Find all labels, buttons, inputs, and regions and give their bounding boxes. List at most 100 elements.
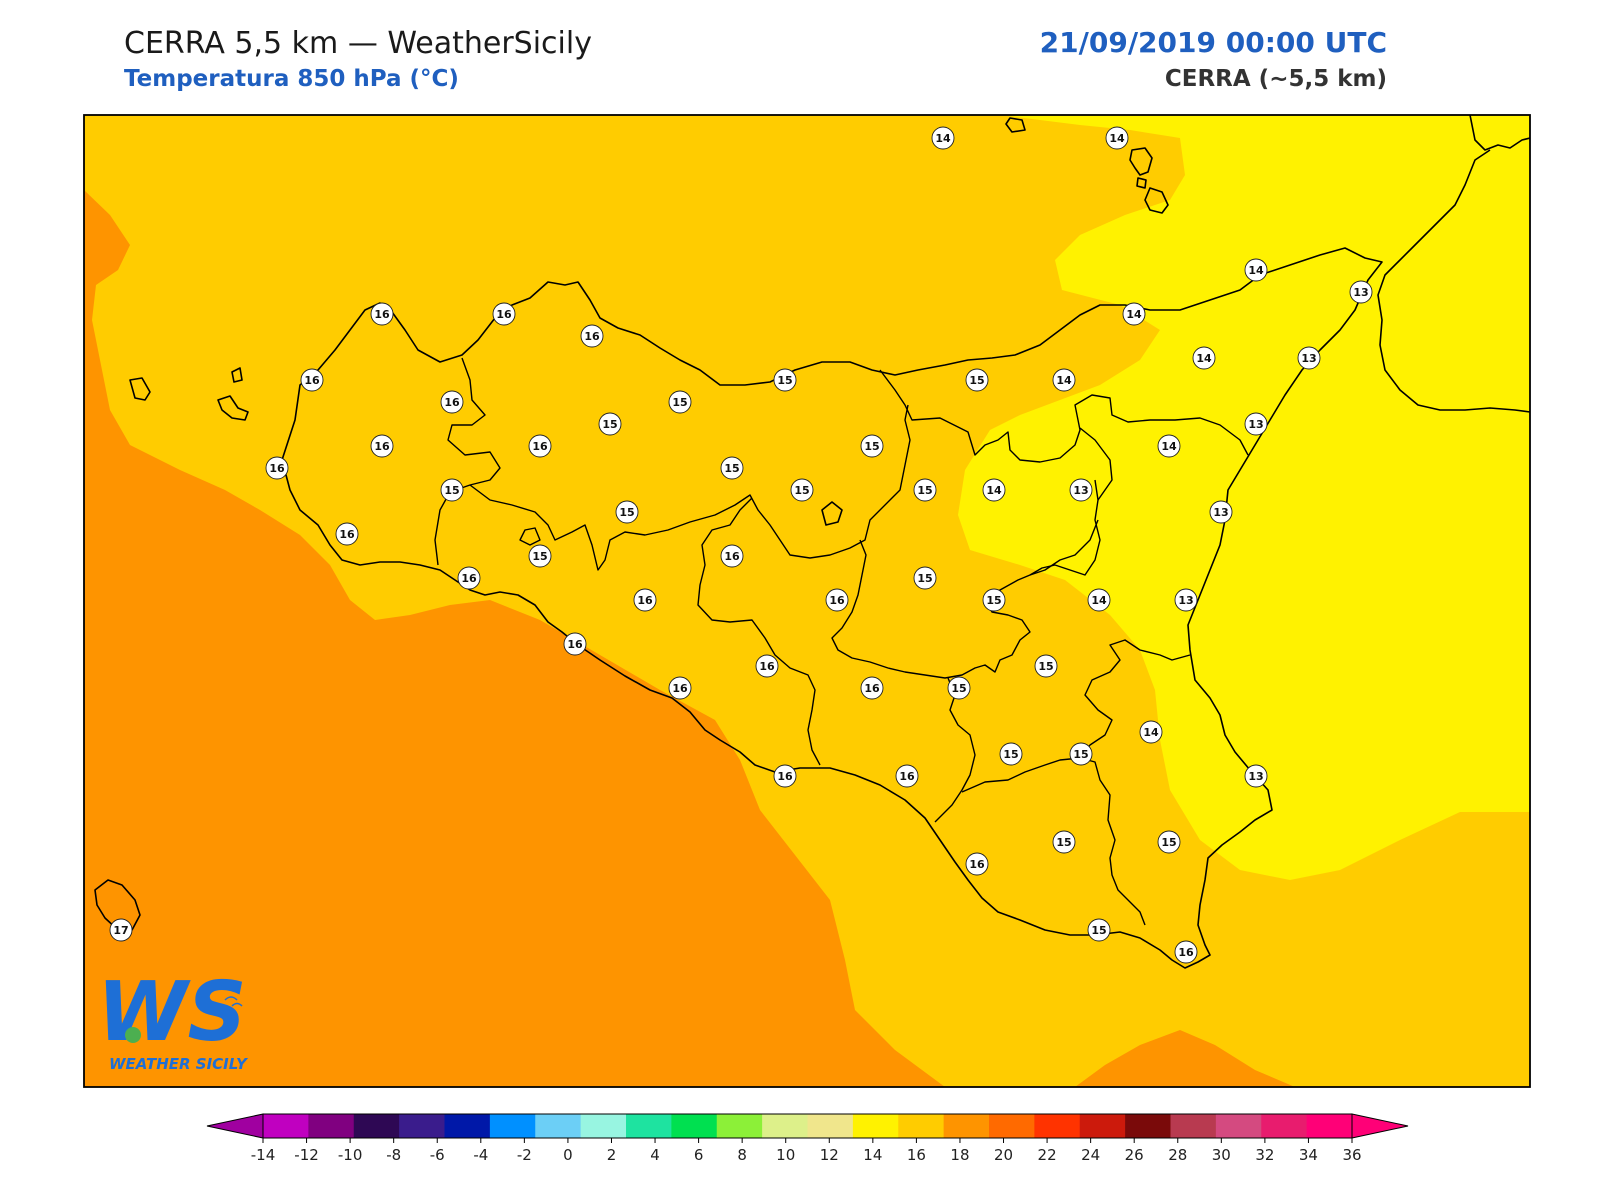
label-value: 14 bbox=[1248, 264, 1264, 277]
temperature-label: 16 bbox=[265, 456, 289, 480]
label-circle bbox=[965, 852, 989, 876]
colorbar-cell bbox=[671, 1114, 718, 1138]
logo-globe-icon bbox=[125, 1027, 141, 1043]
temperature-label: 13 bbox=[1244, 412, 1268, 436]
label-circle bbox=[1087, 918, 1111, 942]
sicily-coast bbox=[281, 247, 1383, 969]
temperature-label: 15 bbox=[860, 434, 884, 458]
colorbar-tick-label: 14 bbox=[863, 1146, 882, 1164]
temperature-label: 14 bbox=[982, 478, 1006, 502]
temperature-label: 15 bbox=[913, 478, 937, 502]
label-circle bbox=[1139, 720, 1163, 744]
label-circle bbox=[300, 368, 324, 392]
label-value: 16 bbox=[584, 330, 600, 343]
label-value: 16 bbox=[1178, 946, 1194, 959]
colorbar-cell bbox=[807, 1114, 854, 1138]
temperature-label: 14 bbox=[1157, 434, 1181, 458]
temperature-label: 15 bbox=[440, 478, 464, 502]
temperature-label: 16 bbox=[720, 544, 744, 568]
logo-letters: WS bbox=[97, 965, 247, 1060]
label-value: 16 bbox=[567, 638, 583, 651]
label-value: 15 bbox=[1161, 836, 1176, 849]
label-value: 15 bbox=[864, 440, 879, 453]
border-enna-catania bbox=[1029, 519, 1099, 576]
colorbar-cell bbox=[852, 1114, 899, 1138]
label-circle bbox=[825, 588, 849, 612]
colorbar-tick-label: 28 bbox=[1168, 1146, 1187, 1164]
temperature-label: 15 bbox=[773, 368, 797, 392]
temperature-label: 16 bbox=[563, 632, 587, 656]
label-value: 14 bbox=[1109, 132, 1125, 145]
label-circle bbox=[1244, 412, 1268, 436]
temperature-label: 16 bbox=[965, 852, 989, 876]
label-circle bbox=[720, 456, 744, 480]
label-value: 13 bbox=[1213, 506, 1228, 519]
label-circle bbox=[1157, 830, 1181, 854]
temperature-label: 16 bbox=[1174, 940, 1198, 964]
label-circle bbox=[1244, 258, 1268, 282]
temperature-label: 15 bbox=[947, 676, 971, 700]
label-value: 15 bbox=[794, 484, 809, 497]
label-circle bbox=[982, 478, 1006, 502]
label-value: 15 bbox=[986, 594, 1001, 607]
label-value: 14 bbox=[1143, 726, 1159, 739]
label-circle bbox=[773, 764, 797, 788]
logo-bird-icon bbox=[224, 996, 243, 1007]
colorbar-cell bbox=[1034, 1114, 1081, 1138]
colorbar-cell bbox=[943, 1114, 990, 1138]
temperature-label: 14 bbox=[1105, 126, 1129, 150]
logo-text: WEATHER SICILY bbox=[109, 1055, 249, 1073]
colorbar-tick-label: 8 bbox=[737, 1146, 747, 1164]
temperature-label: 15 bbox=[1034, 654, 1058, 678]
label-value: 15 bbox=[724, 462, 739, 475]
label-circle bbox=[1087, 588, 1111, 612]
aeolian-islands bbox=[1005, 117, 1169, 214]
label-circle bbox=[773, 368, 797, 392]
temperature-label: 15 bbox=[790, 478, 814, 502]
temperature-label: 14 bbox=[1139, 720, 1163, 744]
colorbar-tick-label: -6 bbox=[430, 1146, 445, 1164]
temperature-label: 15 bbox=[1052, 830, 1076, 854]
label-circle bbox=[1052, 830, 1076, 854]
label-value: 16 bbox=[637, 594, 653, 607]
label-circle bbox=[790, 478, 814, 502]
label-circle bbox=[1052, 368, 1076, 392]
colorbar-cell bbox=[626, 1114, 672, 1138]
colorbar-cell bbox=[353, 1114, 400, 1138]
colorbar-cell bbox=[444, 1114, 491, 1138]
label-value: 16 bbox=[777, 770, 793, 783]
temperature-colorbar: -14 -12 -10 -8 -6 -4 -2 0 2 4 6 8 10 12 14 16 18 20 22 24 26… bbox=[206, 1113, 1409, 1164]
colorbar-tick-label: 4 bbox=[650, 1146, 660, 1164]
label-circle bbox=[1157, 434, 1181, 458]
temperature-label: 16 bbox=[825, 588, 849, 612]
label-value: 14 bbox=[1126, 308, 1142, 321]
label-value: 16 bbox=[496, 308, 512, 321]
colorbar-tick-label: 6 bbox=[694, 1146, 704, 1164]
label-circle bbox=[1209, 500, 1233, 524]
label-circle bbox=[440, 478, 464, 502]
label-value: 16 bbox=[672, 682, 688, 695]
temperature-label: 16 bbox=[580, 324, 604, 348]
border-agrigento-caltanissetta bbox=[697, 497, 821, 766]
colorbar-tick-label: 16 bbox=[907, 1146, 926, 1164]
label-value: 13 bbox=[1301, 352, 1316, 365]
colorbar-cell bbox=[1306, 1114, 1353, 1138]
label-value: 15 bbox=[532, 550, 547, 563]
temperature-label: 13 bbox=[1244, 764, 1268, 788]
temperature-label: 17 bbox=[109, 918, 133, 942]
temperature-label: 16 bbox=[755, 654, 779, 678]
label-value: 15 bbox=[1038, 660, 1053, 673]
label-value: 15 bbox=[1073, 748, 1088, 761]
label-circle bbox=[913, 566, 937, 590]
label-value: 16 bbox=[304, 374, 320, 387]
colorbar-tick-label: -8 bbox=[386, 1146, 401, 1164]
label-value: 17 bbox=[113, 924, 128, 937]
label-value: 16 bbox=[374, 440, 390, 453]
label-value: 16 bbox=[444, 396, 460, 409]
label-value: 16 bbox=[829, 594, 845, 607]
colorbar-cells bbox=[263, 1114, 1353, 1138]
province-borders bbox=[434, 357, 1249, 926]
colorbar-tick-label: 34 bbox=[1299, 1146, 1318, 1164]
temperature-label: 16 bbox=[773, 764, 797, 788]
colorbar-tick-label: -12 bbox=[294, 1146, 319, 1164]
